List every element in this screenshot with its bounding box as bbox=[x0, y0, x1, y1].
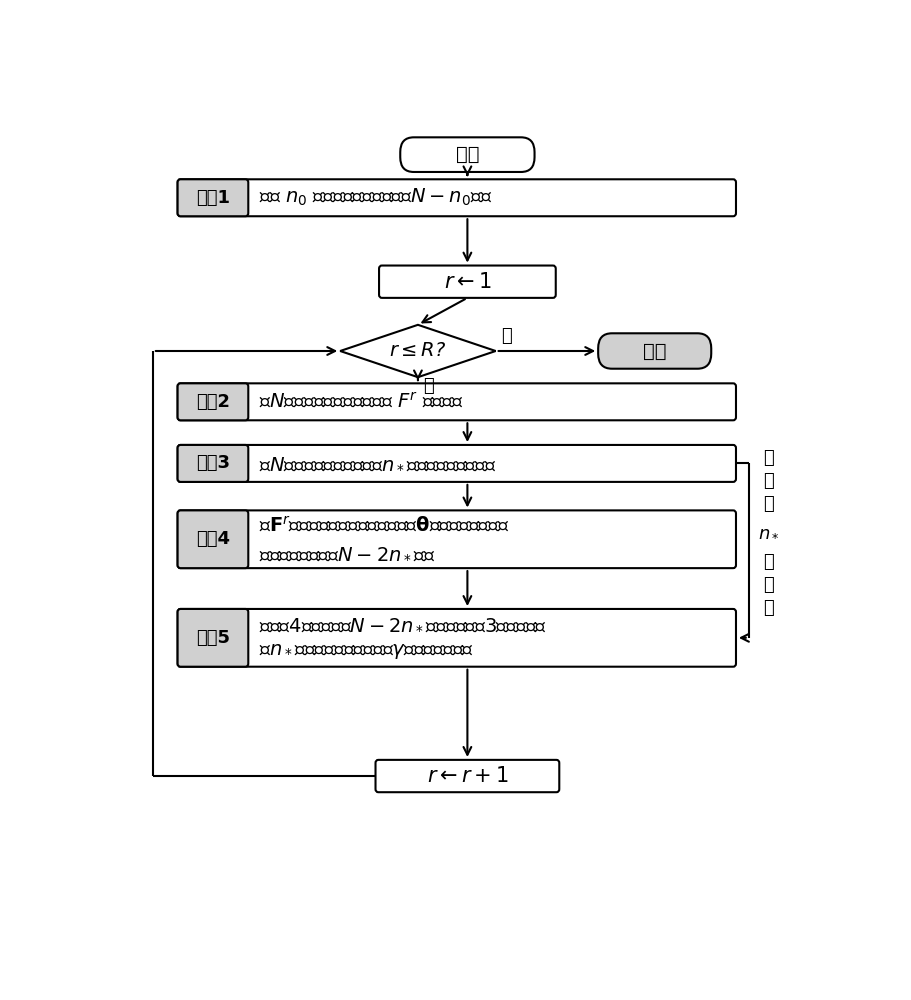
Text: 个: 个 bbox=[763, 553, 773, 571]
FancyBboxPatch shape bbox=[178, 510, 248, 568]
FancyBboxPatch shape bbox=[178, 445, 735, 482]
Text: 是: 是 bbox=[423, 377, 434, 395]
Text: 将步骤4中所得到的$\mathit{N} - 2\mathit{n}_*$个个体与步骤3中复制得到: 将步骤4中所得到的$\mathit{N} - 2\mathit{n}_*$个个体… bbox=[259, 614, 547, 633]
FancyBboxPatch shape bbox=[178, 445, 248, 482]
FancyBboxPatch shape bbox=[379, 266, 555, 298]
Polygon shape bbox=[340, 325, 496, 377]
FancyBboxPatch shape bbox=[178, 383, 735, 420]
Text: 体: 体 bbox=[763, 599, 773, 617]
Text: $r \leq R$?: $r \leq R$? bbox=[389, 342, 446, 360]
Text: 最: 最 bbox=[763, 449, 773, 467]
Text: 步骤1: 步骤1 bbox=[196, 189, 230, 207]
Text: 步骤2: 步骤2 bbox=[196, 393, 230, 411]
FancyBboxPatch shape bbox=[178, 179, 248, 216]
Text: 个: 个 bbox=[763, 576, 773, 594]
Text: 在$\mathbf{F}^r$个可行解中，任意选取两个以$\mathbf{\theta}$的概率进行交叉，: 在$\mathbf{F}^r$个可行解中，任意选取两个以$\mathbf{\th… bbox=[259, 515, 508, 535]
Text: 结束: 结束 bbox=[642, 342, 666, 360]
Text: 好: 好 bbox=[763, 472, 773, 490]
Text: 否: 否 bbox=[500, 327, 511, 345]
Text: $\mathit{n}_*$: $\mathit{n}_*$ bbox=[757, 522, 779, 540]
Text: 对$\mathit{N}$个解排序，选出最好的$\mathit{n}_*$个个体，并复制一份: 对$\mathit{N}$个解排序，选出最好的$\mathit{n}_*$个个体… bbox=[259, 454, 496, 473]
FancyBboxPatch shape bbox=[178, 510, 735, 568]
FancyBboxPatch shape bbox=[178, 179, 735, 216]
Text: 对$\mathit{N}$个解进行并行计算，得到 $\mathit{F}^r$ 个可行解: 对$\mathit{N}$个解进行并行计算，得到 $\mathit{F}^r$ … bbox=[259, 392, 463, 412]
Text: 步骤5: 步骤5 bbox=[196, 629, 230, 647]
FancyBboxPatch shape bbox=[400, 137, 534, 172]
FancyBboxPatch shape bbox=[178, 609, 248, 667]
FancyBboxPatch shape bbox=[178, 383, 248, 420]
Text: 的: 的 bbox=[763, 495, 773, 513]
Text: 步骤3: 步骤3 bbox=[196, 454, 230, 472]
FancyBboxPatch shape bbox=[178, 609, 735, 667]
Text: 直至个体个数达到$\mathit{N} - 2\mathit{n}_*$为止: 直至个体个数达到$\mathit{N} - 2\mathit{n}_*$为止 bbox=[259, 544, 435, 563]
FancyBboxPatch shape bbox=[375, 760, 558, 792]
Text: 创建 $\mathit{n}_0$ 个可行解，再随机创建$\mathit{N} - \mathit{n}_0$个解: 创建 $\mathit{n}_0$ 个可行解，再随机创建$\mathit{N} … bbox=[259, 187, 492, 208]
FancyBboxPatch shape bbox=[598, 333, 711, 369]
Text: 的$\mathit{n}_*$个个体组合到一起，以$\gamma$的概率进行变异: 的$\mathit{n}_*$个个体组合到一起，以$\gamma$的概率进行变异 bbox=[259, 642, 474, 661]
Text: $r \leftarrow r + 1$: $r \leftarrow r + 1$ bbox=[426, 766, 507, 786]
Text: 步骤4: 步骤4 bbox=[196, 530, 230, 548]
Text: 开始: 开始 bbox=[456, 145, 478, 164]
Text: $r \leftarrow 1$: $r \leftarrow 1$ bbox=[443, 272, 491, 292]
